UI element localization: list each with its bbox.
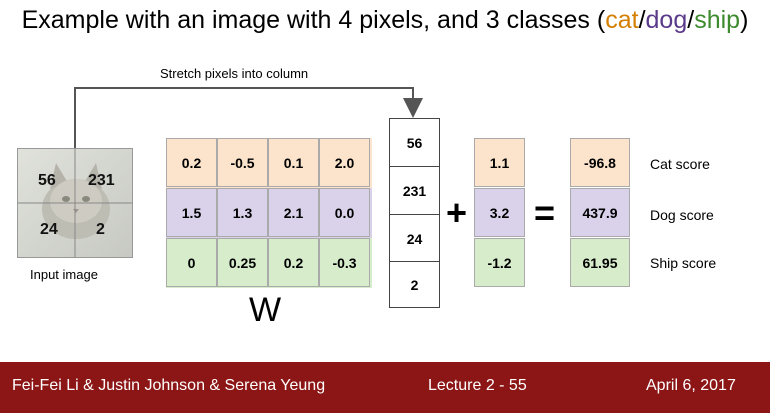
w-cell: 0.1 — [268, 138, 319, 187]
w-cell: 0.25 — [217, 238, 268, 287]
plus-operator: + — [446, 192, 468, 233]
footer-authors: Fei-Fei Li & Justin Johnson & Serena Yeu… — [12, 377, 326, 394]
bias-cell: 3.2 — [474, 188, 525, 237]
ship-score-label: Ship score — [650, 255, 717, 271]
score-cell: 437.9 — [570, 188, 630, 237]
w-row-cat: 0.2 -0.5 0.1 2.0 — [166, 138, 372, 188]
x-divider — [390, 214, 439, 215]
title-cat: cat — [605, 6, 639, 34]
title-suffix: ) — [740, 6, 749, 34]
w-cell: 1.3 — [217, 188, 268, 237]
stretch-label: Stretch pixels into column — [160, 66, 309, 81]
w-label: W — [249, 291, 282, 329]
pixel-value: 231 — [88, 172, 115, 189]
w-cell: 2.0 — [319, 138, 370, 187]
title-ship: ship — [694, 6, 741, 34]
w-cell: 0.0 — [319, 188, 370, 237]
title-sep: / — [638, 6, 646, 34]
bias-cell: 1.1 — [474, 138, 525, 187]
w-cell: 2.1 — [268, 188, 319, 237]
footer-lecture: Lecture 2 - 55 — [428, 377, 527, 394]
dog-score-label: Dog score — [650, 207, 714, 223]
title-sep: / — [687, 6, 695, 34]
weight-matrix: 0.2 -0.5 0.1 2.0 1.5 1.3 2.1 0.0 0 0.25 … — [166, 138, 372, 288]
bias-column: 1.1 3.2 -1.2 — [474, 138, 525, 288]
w-cell: 0.2 — [268, 238, 319, 287]
x-divider — [390, 166, 439, 167]
cat-photo-icon — [18, 149, 132, 257]
footer-date: April 6, 2017 — [646, 377, 736, 394]
score-column: -96.8 437.9 61.95 — [570, 138, 630, 288]
title-text: Example with an image with 4 pixels, and… — [21, 6, 606, 34]
pixel-value: 2 — [96, 221, 105, 238]
footer-bar: Fei-Fei Li & Justin Johnson & Serena Yeu… — [0, 362, 770, 413]
w-cell: -0.3 — [319, 238, 370, 287]
pixel-value: 56 — [38, 172, 56, 189]
x-divider — [390, 261, 439, 262]
w-row-dog: 1.5 1.3 2.1 0.0 — [166, 188, 372, 238]
x-cell: 56 — [406, 134, 423, 151]
bias-cell: -1.2 — [474, 238, 525, 287]
w-cell: 0.2 — [166, 138, 217, 187]
title-dog: dog — [645, 6, 688, 34]
w-cell: 0 — [166, 238, 217, 287]
slide-title: Example with an image with 4 pixels, and… — [0, 6, 770, 35]
w-cell: 1.5 — [166, 188, 217, 237]
equals-operator: = — [534, 192, 556, 233]
w-row-ship: 0 0.25 0.2 -0.3 — [166, 238, 372, 288]
score-cell: -96.8 — [570, 138, 630, 187]
x-cell: 231 — [402, 182, 427, 199]
x-cell: 2 — [410, 276, 419, 293]
pixel-value: 24 — [40, 221, 58, 238]
pixel-column: 56 231 24 2 — [389, 118, 440, 308]
w-cell: -0.5 — [217, 138, 268, 187]
x-cell: 24 — [406, 230, 423, 247]
input-image: 56 231 24 2 — [17, 148, 133, 258]
score-cell: 61.95 — [570, 238, 630, 287]
input-image-caption: Input image — [30, 267, 98, 282]
cat-score-label: Cat score — [650, 156, 710, 172]
